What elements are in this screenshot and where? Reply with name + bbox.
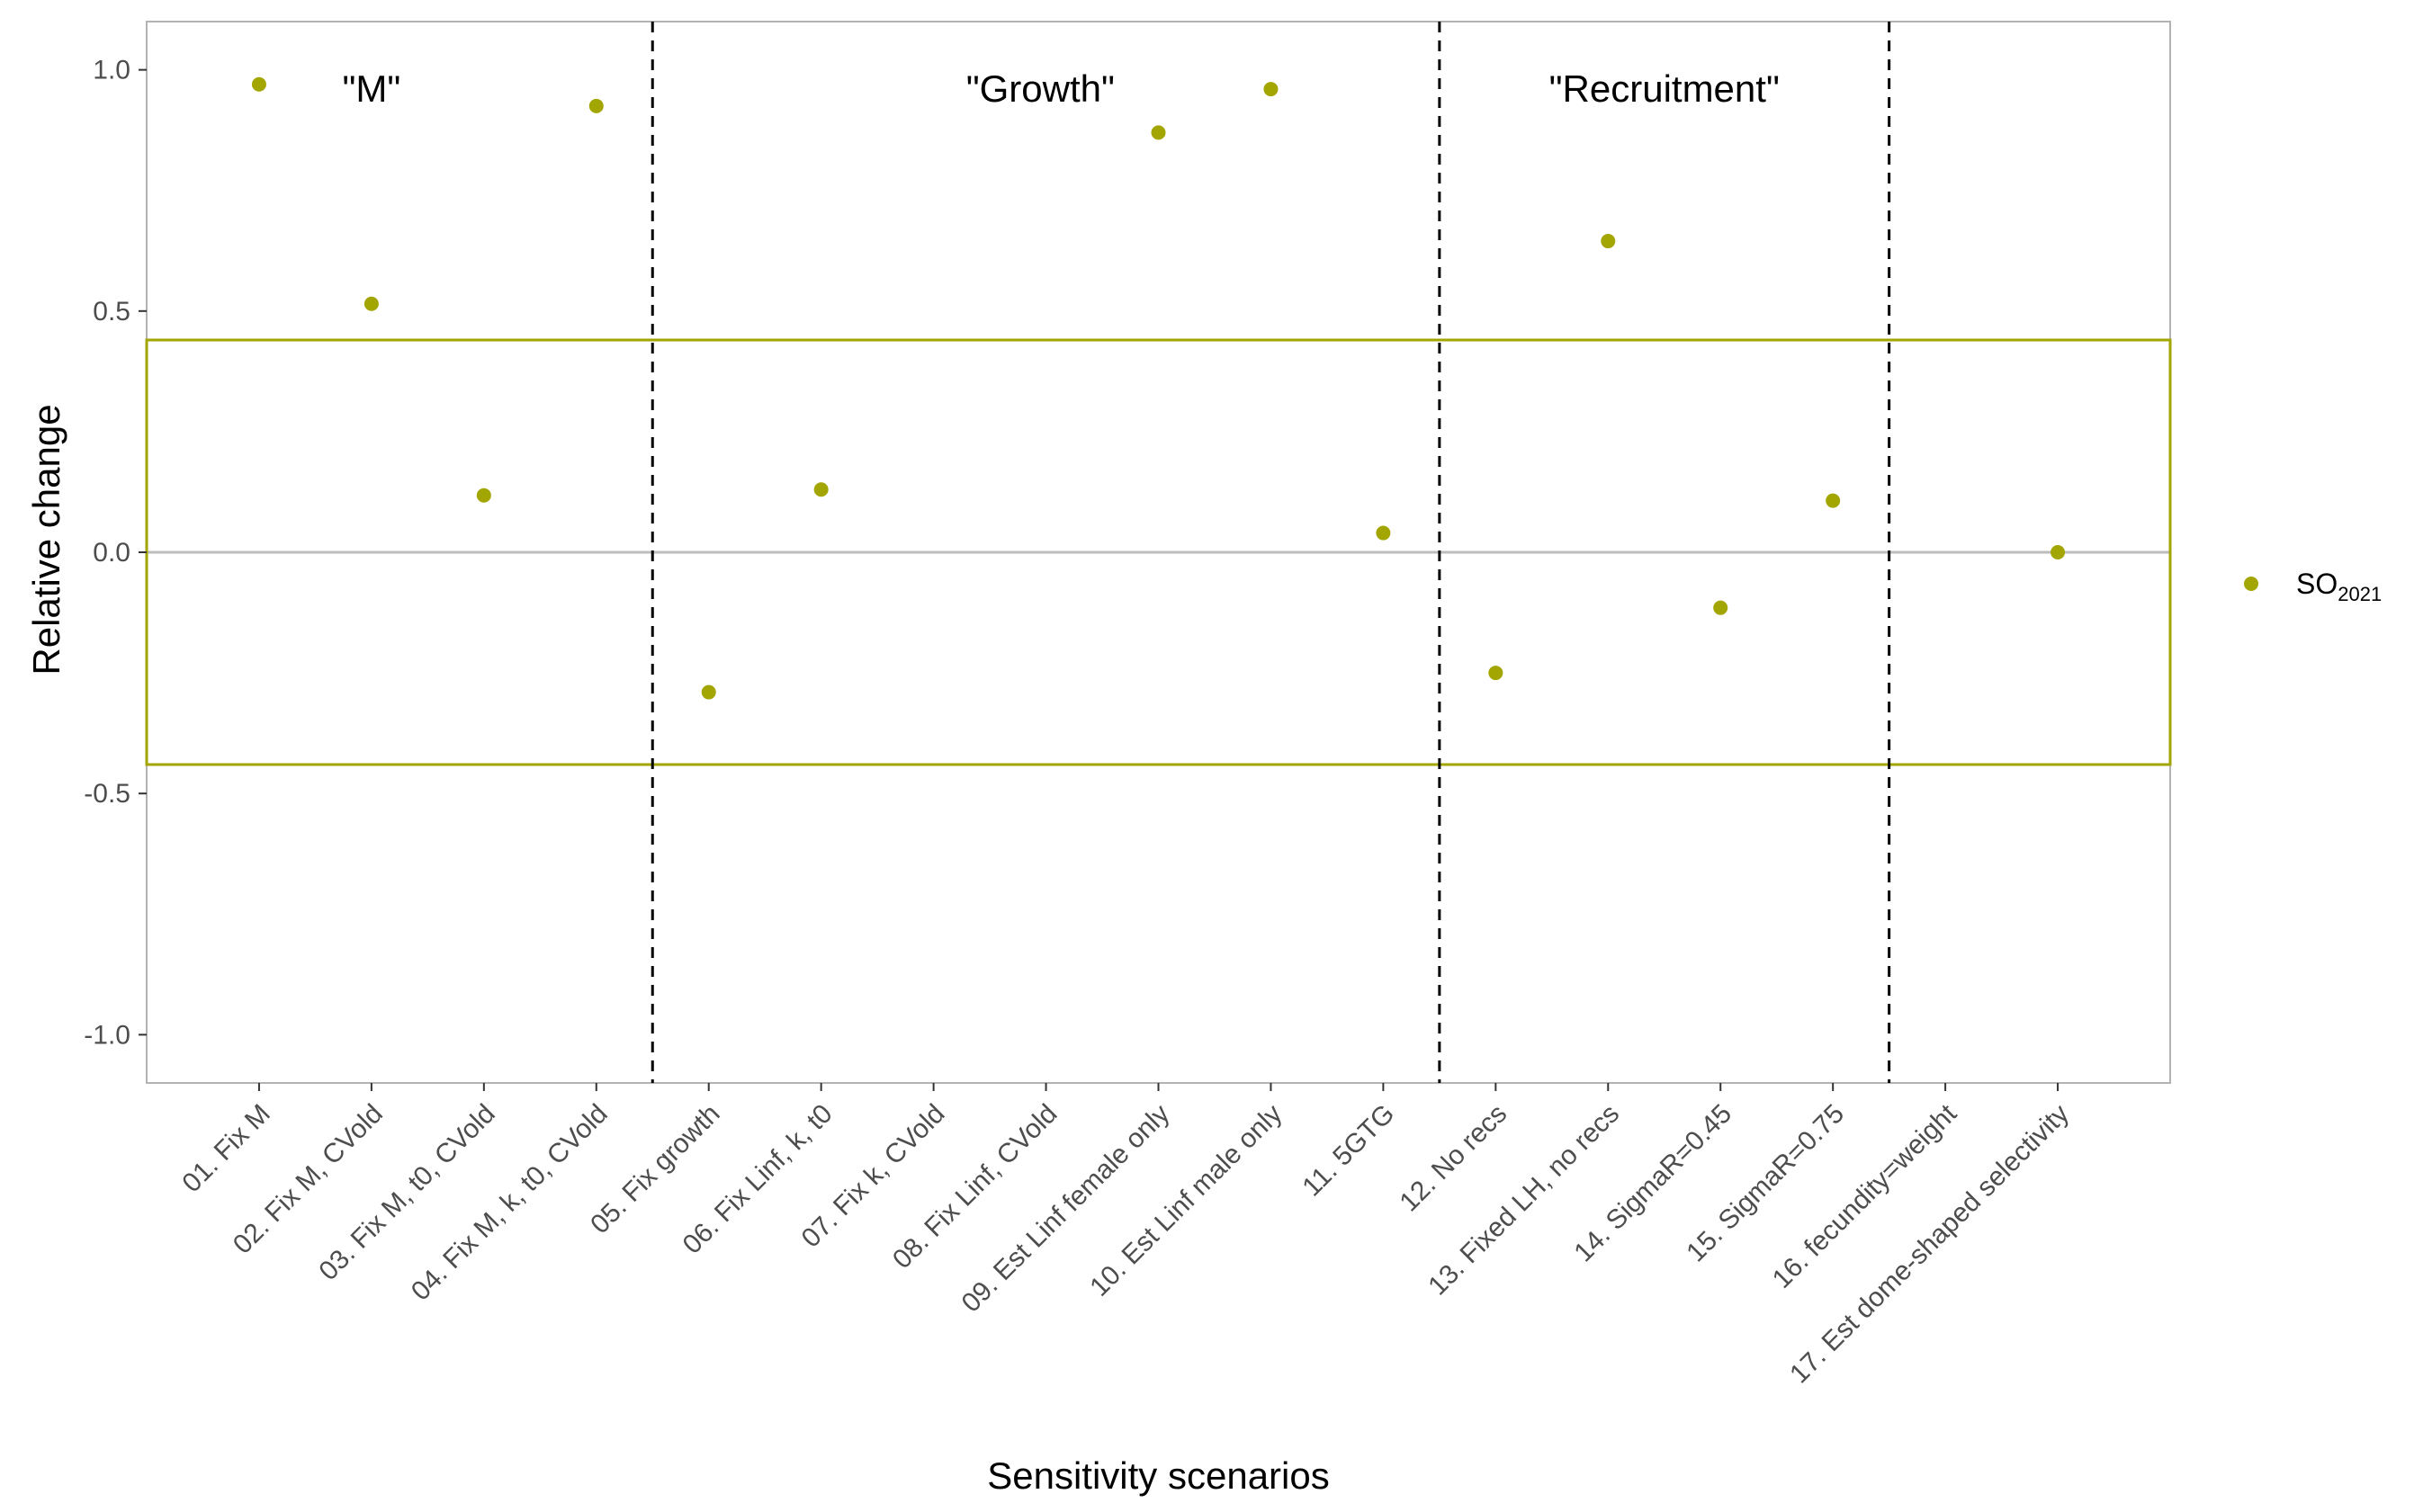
y-tick-label: 0.5 [93,297,130,327]
data-point [1713,600,1728,615]
x-tick-label: 01. Fix M [176,1099,276,1199]
y-tick-label: 1.0 [93,56,130,85]
data-point [1151,125,1166,140]
data-point [363,296,379,311]
legend-label-name: SO [2296,568,2338,600]
y-axis: -1.0 -0.5 0.0 0.5 1.0 [84,56,147,1050]
data-point [1826,493,1841,508]
group-label: "Growth" [966,67,1115,110]
y-tick-label: 0.0 [93,538,130,568]
data-point [701,684,716,700]
data-point [1488,666,1503,681]
legend-label: SO2021 [2296,568,2382,605]
x-axis-title: Sensitivity scenarios [987,1454,1329,1497]
data-points [251,76,2066,700]
x-tick-label: 09. Est Linf female only [956,1099,1176,1319]
group-labels: "M" "Growth" "Recruitment" [342,67,1779,110]
data-point [476,488,491,503]
legend-label-subscript: 2021 [2338,583,2382,605]
x-tick-label: 10. Est Linf male only [1084,1099,1288,1302]
x-tick-label: 16. fecundity=weight [1767,1098,1963,1294]
x-tick-label: 11. 5GTG [1297,1099,1400,1203]
data-point [2051,545,2066,559]
group-label: "Recruitment" [1549,67,1780,110]
x-tick-label: 04. Fix M, k, t0, CVold [406,1099,614,1307]
group-separators [651,22,1891,1083]
y-tick-label: -0.5 [84,779,130,809]
data-point [813,482,829,497]
x-tick-label: 13. Fixed LH, no recs [1422,1099,1625,1302]
y-axis-title: Relative change [25,404,67,675]
legend-key [2244,577,2258,591]
data-point [588,98,604,113]
data-point [251,76,266,92]
x-tick-label: 12. No recs [1394,1099,1512,1218]
y-tick-label: -1.0 [84,1020,130,1050]
group-label: "M" [342,67,400,110]
data-point [1376,525,1391,541]
data-point [1601,234,1616,249]
data-point [1263,82,1279,97]
legend: SO2021 [2244,568,2382,605]
